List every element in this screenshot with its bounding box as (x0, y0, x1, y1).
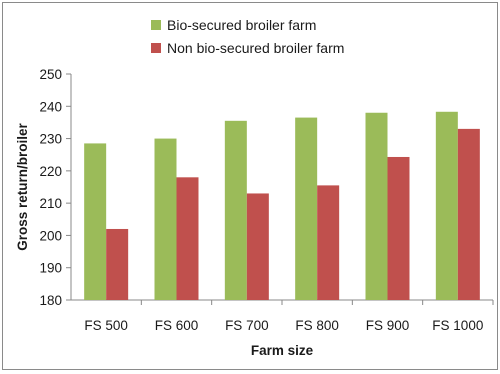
y-tick-label: 180 (39, 293, 62, 308)
bar-non-bio-secured (387, 156, 410, 300)
x-tick-label: FS 900 (366, 318, 410, 333)
x-tick-label: FS 700 (225, 318, 269, 333)
bar-bio-secured (224, 120, 247, 300)
x-tick-label: FS 500 (84, 318, 128, 333)
legend-swatch-bio-secured (151, 20, 161, 30)
bar-non-bio-secured (176, 177, 199, 300)
y-tick-label: 210 (39, 196, 62, 211)
x-ticks: FS 500 FS 600 FS 700 FS 800 FS 900 FS 1000 (84, 300, 494, 333)
bar-bio-secured (84, 143, 107, 300)
chart: Bio-secured broiler farm Non bio-secured… (2, 2, 498, 370)
legend-swatch-non-bio-secured (151, 43, 161, 53)
legend-label-bio-secured: Bio-secured broiler farm (167, 17, 316, 33)
bars (84, 111, 480, 300)
y-ticks: 180 190 200 210 220 230 240 250 (39, 67, 71, 308)
x-tick-label: FS 1000 (432, 318, 483, 333)
y-tick-label: 230 (39, 132, 62, 147)
bar-bio-secured (295, 117, 318, 300)
y-axis-title: Gross return/broiler (15, 122, 30, 250)
bar-bio-secured (365, 112, 388, 300)
bar-non-bio-secured (317, 185, 340, 300)
y-tick-label: 240 (39, 99, 62, 114)
x-tick-label: FS 800 (295, 318, 339, 333)
bar-bio-secured (154, 138, 177, 300)
y-tick-label: 190 (39, 261, 62, 276)
bar-non-bio-secured (106, 228, 129, 300)
x-tick-label: FS 600 (155, 318, 199, 333)
bar-chart: Bio-secured broiler farm Non bio-secured… (15, 17, 494, 358)
y-tick-label: 220 (39, 164, 62, 179)
legend-label-non-bio-secured: Non bio-secured broiler farm (167, 40, 344, 56)
x-axis-title: Farm size (251, 343, 314, 358)
legend: Bio-secured broiler farm Non bio-secured… (151, 17, 344, 56)
bar-non-bio-secured (246, 193, 269, 300)
bar-bio-secured (435, 111, 458, 300)
y-tick-label: 250 (39, 67, 62, 82)
bar-non-bio-secured (457, 128, 480, 300)
y-tick-label: 200 (39, 228, 62, 243)
